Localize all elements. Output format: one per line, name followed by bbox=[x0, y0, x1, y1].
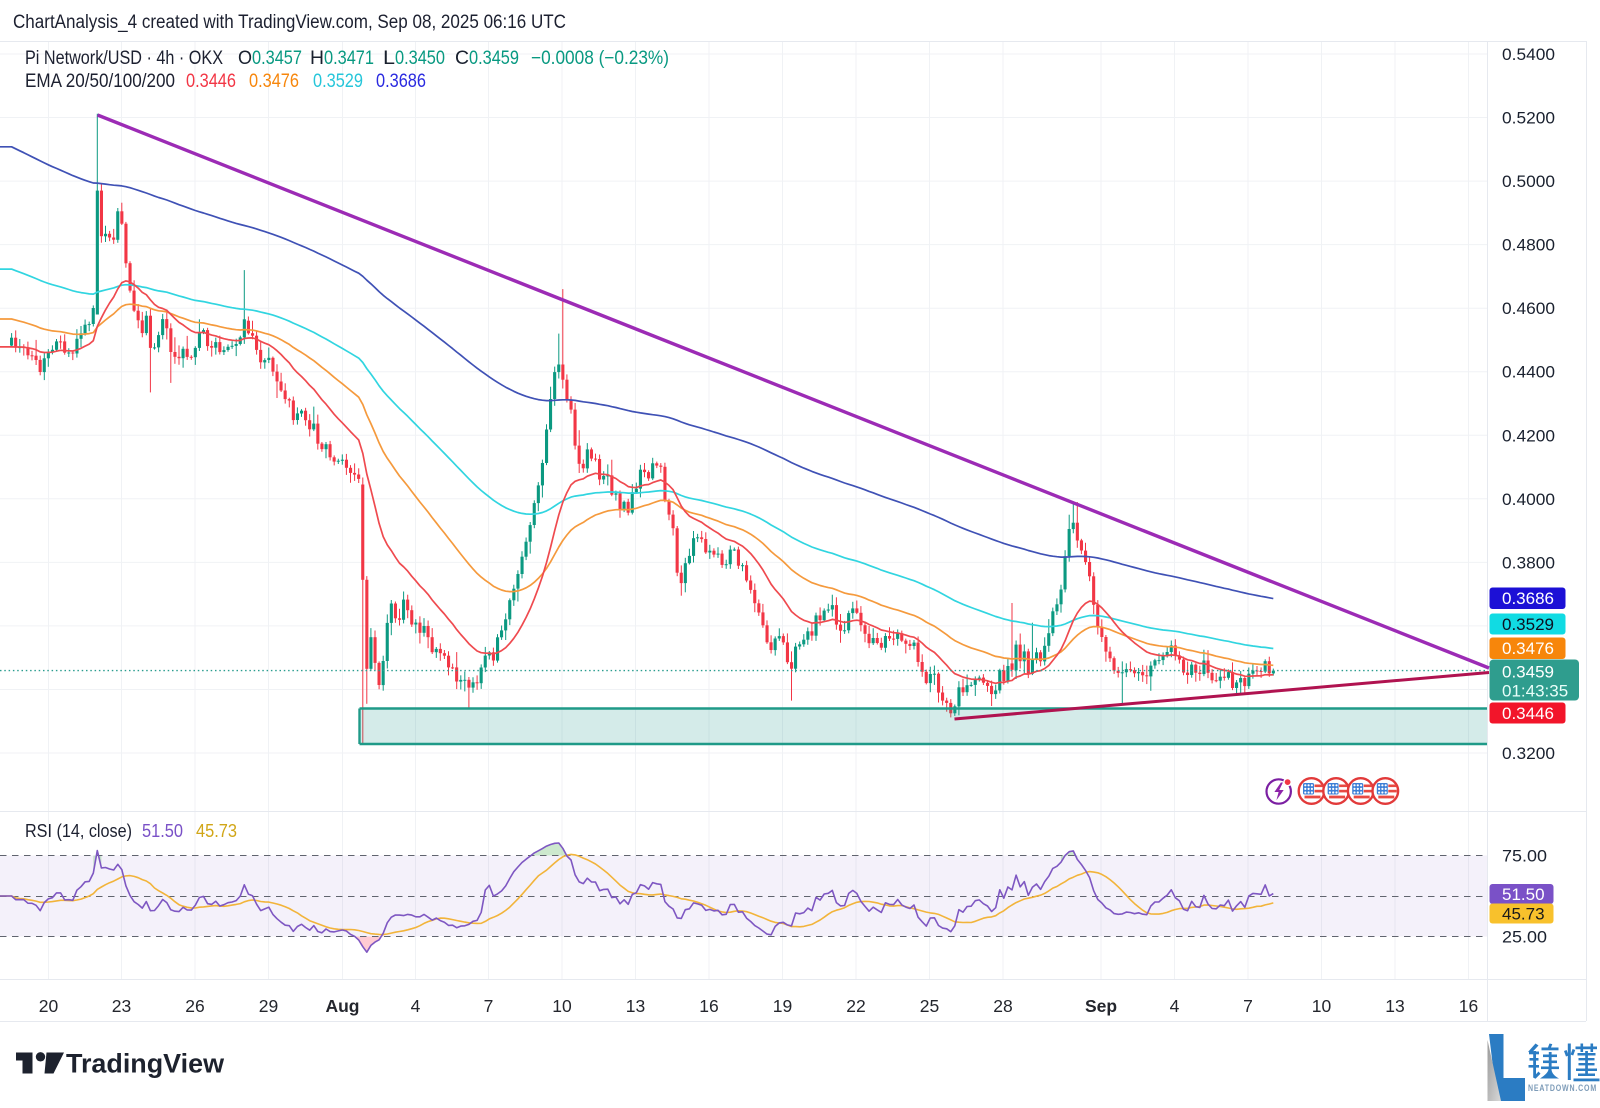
svg-text:0.3446: 0.3446 bbox=[186, 71, 236, 92]
svg-text:0.3446: 0.3446 bbox=[1502, 704, 1554, 723]
svg-text:45.73: 45.73 bbox=[1502, 905, 1545, 924]
svg-text:25.00: 25.00 bbox=[1502, 928, 1547, 947]
svg-text:13: 13 bbox=[626, 996, 645, 1016]
svg-text:4: 4 bbox=[411, 996, 421, 1016]
svg-text:0.4200: 0.4200 bbox=[1502, 426, 1555, 445]
svg-text:75.00: 75.00 bbox=[1502, 847, 1547, 866]
svg-text:TradingView: TradingView bbox=[66, 1049, 225, 1079]
svg-text:O: O bbox=[238, 48, 252, 69]
svg-text:0.3459: 0.3459 bbox=[469, 48, 519, 69]
svg-text:01:43:35: 01:43:35 bbox=[1502, 682, 1568, 701]
svg-text:45.73: 45.73 bbox=[196, 821, 237, 841]
svg-text:Pi Network/USD · 4h · OKX: Pi Network/USD · 4h · OKX bbox=[25, 48, 223, 69]
svg-text:0.4600: 0.4600 bbox=[1502, 299, 1555, 318]
svg-text:0.5000: 0.5000 bbox=[1502, 172, 1555, 191]
svg-text:0.5400: 0.5400 bbox=[1502, 45, 1555, 64]
svg-text:22: 22 bbox=[846, 996, 865, 1016]
svg-text:7: 7 bbox=[1243, 996, 1253, 1016]
svg-text:Sep: Sep bbox=[1085, 996, 1117, 1016]
svg-text:29: 29 bbox=[259, 996, 278, 1016]
svg-text:10: 10 bbox=[1312, 996, 1332, 1016]
svg-text:0.3457: 0.3457 bbox=[252, 48, 302, 69]
svg-text:0.3529: 0.3529 bbox=[313, 71, 363, 92]
svg-text:0.3471: 0.3471 bbox=[324, 48, 374, 69]
svg-text:28: 28 bbox=[993, 996, 1012, 1016]
svg-text:16: 16 bbox=[1459, 996, 1478, 1016]
svg-text:0.3800: 0.3800 bbox=[1502, 553, 1555, 572]
svg-text:51.50: 51.50 bbox=[142, 821, 183, 841]
svg-text:L: L bbox=[383, 48, 395, 69]
svg-text:0.4400: 0.4400 bbox=[1502, 363, 1555, 382]
svg-text:10: 10 bbox=[552, 996, 572, 1016]
svg-text:26: 26 bbox=[185, 996, 204, 1016]
svg-text:4: 4 bbox=[1170, 996, 1180, 1016]
svg-text:0.4000: 0.4000 bbox=[1502, 490, 1555, 509]
svg-text:RSI (14, close): RSI (14, close) bbox=[25, 821, 132, 841]
svg-text:23: 23 bbox=[112, 996, 131, 1016]
svg-text:20: 20 bbox=[39, 996, 59, 1016]
svg-text:Aug: Aug bbox=[325, 996, 359, 1016]
svg-text:H: H bbox=[310, 48, 324, 69]
svg-text:C: C bbox=[455, 48, 469, 69]
svg-text:0.3529: 0.3529 bbox=[1502, 615, 1554, 634]
svg-text:0.3476: 0.3476 bbox=[1502, 639, 1554, 658]
svg-text:0.3450: 0.3450 bbox=[395, 48, 445, 69]
svg-text:25: 25 bbox=[920, 996, 939, 1016]
svg-text:16: 16 bbox=[699, 996, 718, 1016]
svg-text:0.3476: 0.3476 bbox=[249, 71, 299, 92]
svg-text:0.4800: 0.4800 bbox=[1502, 236, 1555, 255]
svg-text:−0.0008 (−0.23%): −0.0008 (−0.23%) bbox=[531, 48, 669, 69]
svg-text:0.3459: 0.3459 bbox=[1502, 663, 1554, 682]
svg-text:NEATDOWN.COM: NEATDOWN.COM bbox=[1528, 1083, 1597, 1094]
svg-text:0.3686: 0.3686 bbox=[1502, 589, 1554, 608]
svg-text:EMA 20/50/100/200: EMA 20/50/100/200 bbox=[25, 71, 175, 92]
svg-text:ChartAnalysis_4 created with T: ChartAnalysis_4 created with TradingView… bbox=[13, 12, 566, 33]
svg-text:0.3200: 0.3200 bbox=[1502, 744, 1555, 763]
svg-text:0.5200: 0.5200 bbox=[1502, 109, 1555, 128]
svg-text:7: 7 bbox=[484, 996, 494, 1016]
svg-text:19: 19 bbox=[773, 996, 792, 1016]
svg-text:0.3686: 0.3686 bbox=[376, 71, 426, 92]
svg-text:13: 13 bbox=[1385, 996, 1404, 1016]
svg-text:51.50: 51.50 bbox=[1502, 885, 1545, 904]
